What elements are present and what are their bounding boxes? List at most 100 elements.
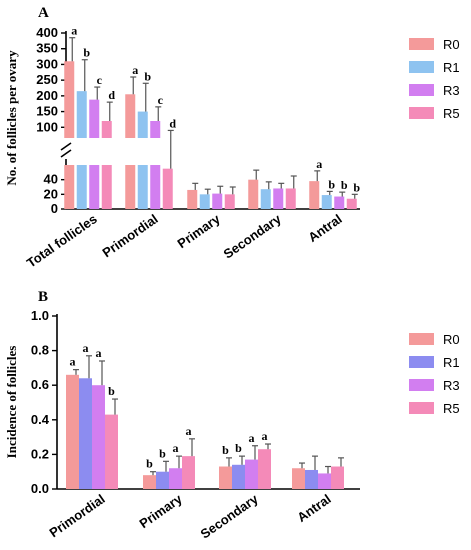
bar-r3 [89,165,100,209]
significance-letter: a [83,341,89,355]
bar-r3 [334,196,345,209]
significance-letter: d [108,88,115,102]
bar-r3 [245,459,258,489]
y-tick-label: 200 [36,88,58,103]
y-axis-label: No. of follicles per ovary [4,50,19,186]
bar-r3 [150,165,161,209]
bar-r5 [101,165,112,209]
bar-r3 [150,121,161,138]
bar-r5 [331,466,344,489]
bar-r5 [162,168,173,209]
significance-letter: a [132,63,138,77]
bar-r0 [187,189,198,209]
significance-letter: c [158,93,164,107]
legend-swatch-r1 [409,61,434,73]
x-category-label: Secondary [221,211,285,262]
bar-r0 [125,165,136,209]
bar-r0 [66,374,79,489]
axis-break-mark [60,142,72,151]
legend-label-r0: R0 [443,37,460,52]
axis-break-mark [60,149,72,158]
significance-letter: a [96,346,102,360]
bar-r3 [212,193,223,209]
legend-swatch-r1 [409,356,434,368]
significance-letter: a [71,24,77,38]
y-tick-label: 150 [36,104,58,119]
bar-r1 [137,111,148,138]
bar-r5 [101,121,112,138]
x-category-label: Total follicles [24,211,100,270]
significance-letter: a [249,431,255,445]
significance-letter: a [173,441,179,455]
y-tick-label: 40 [44,172,58,187]
bar-r0 [125,94,136,138]
bar-r0 [309,181,320,209]
y-tick-label: 350 [36,41,58,56]
bar-r5 [258,449,271,489]
significance-letter: b [159,446,166,460]
bar-r3 [273,188,284,209]
bar-r3 [169,468,182,489]
significance-letter: b [235,441,242,455]
legend-label-r3: R3 [443,378,460,393]
panel-label-a: A [38,5,49,21]
significance-letter: b [108,384,115,398]
bar-r0 [219,466,232,489]
bar-r5 [182,456,195,489]
significance-letter: a [70,355,76,369]
bar-r3 [89,99,100,138]
legend-swatch-r0 [409,333,434,345]
bar-r5 [346,198,357,209]
bar-r1 [156,471,169,489]
x-category-label: Antral [305,211,344,245]
y-tick-label: 250 [36,72,58,87]
x-category-label: Primordial [46,491,107,540]
significance-letter: b [341,178,348,192]
y-tick-label: 300 [36,56,58,71]
significance-letter: a [316,157,322,171]
legend-swatch-r5 [409,402,434,414]
bar-r0 [143,475,156,489]
legend-label-r1: R1 [443,60,460,75]
bar-r1 [232,464,245,489]
y-tick-label: 0 [51,201,58,216]
bar-r1 [137,165,148,209]
significance-letter: b [144,69,151,83]
y-tick-label: 0.2 [31,446,49,461]
significance-letter: d [169,116,176,130]
bar-r0 [292,468,305,489]
x-category-label: Primary [136,491,185,532]
y-tick-label: 0.4 [31,412,50,427]
bar-r3 [92,385,105,489]
legend-label-r5: R5 [443,106,460,121]
significance-letter: b [328,177,335,191]
y-tick-label: 0.6 [31,377,49,392]
panel-label-b: B [38,289,48,305]
legend-swatch-r0 [409,38,434,50]
legend-label-r5: R5 [443,401,460,416]
significance-letter: a [262,429,268,443]
y-tick-label: 1.0 [31,308,49,323]
significance-letter: b [222,443,229,457]
significance-letter: b [83,46,90,60]
bar-r1 [260,189,271,209]
x-category-label: Antral [294,491,333,525]
bar-r5 [224,194,235,209]
bar-r3 [318,473,331,489]
legend-label-r0: R0 [443,332,460,347]
legend-label-r1: R1 [443,355,460,370]
x-category-label: Primordial [99,211,160,260]
bar-r1 [76,91,87,138]
bar-r1 [76,165,87,209]
bar-r5 [285,188,296,209]
legend-swatch-r3 [409,379,434,391]
y-tick-label: 20 [44,186,58,201]
x-category-label: Secondary [198,491,262,542]
y-tick-label: 0.0 [31,481,49,496]
y-axis-label: Incidence of follicles [4,346,19,459]
bar-r1 [321,195,332,209]
significance-letter: c [97,73,103,87]
bar-r5 [105,414,118,489]
